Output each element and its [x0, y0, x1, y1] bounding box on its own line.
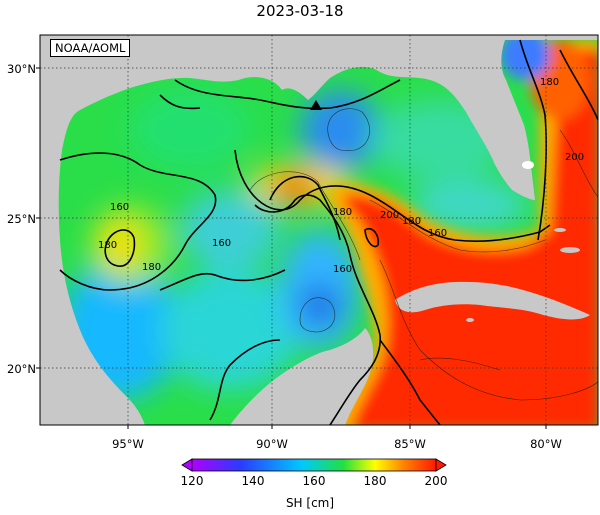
contour-label: 200 — [565, 152, 584, 163]
lat-label: 30°N — [7, 62, 36, 76]
lon-label: 85°W — [394, 437, 426, 451]
contour-label: 180 — [402, 216, 421, 227]
contour-label: 160 — [110, 202, 129, 213]
lat-label: 20°N — [7, 362, 36, 376]
map-title: 2023-03-18 — [256, 2, 344, 20]
colorbar-gradient — [191, 458, 437, 472]
bahamas-island — [560, 247, 580, 253]
colorbar-tick-label: 120 — [180, 474, 204, 488]
colorbar — [181, 458, 447, 472]
bahamas-island — [554, 228, 566, 232]
isla-juventud — [466, 318, 474, 322]
lon-label: 95°W — [112, 437, 144, 451]
contour-label: 200 — [380, 210, 399, 221]
colorbar-high-arrow — [435, 458, 447, 472]
contour-lines-minor — [249, 108, 598, 401]
colorbar-low-arrow — [181, 458, 193, 472]
lon-label: 90°W — [256, 437, 288, 451]
contour-label: 160 — [333, 264, 352, 275]
lat-label: 25°N — [7, 212, 36, 226]
contour-label: 180 — [98, 240, 117, 251]
lake-okeechobee — [522, 161, 534, 169]
contour-label: 160 — [428, 228, 447, 239]
colorbar-tick-label: 180 — [363, 474, 387, 488]
lon-label: 80°W — [530, 437, 562, 451]
colorbar-tick-label: 160 — [302, 474, 326, 488]
colorbar-tick-label: 140 — [241, 474, 265, 488]
colorbar-tick-label: 200 — [424, 474, 448, 488]
triangle-marker — [310, 100, 322, 110]
map-frame — [39, 34, 599, 426]
contour-label: 180 — [540, 77, 559, 88]
graticule — [40, 35, 598, 425]
contour-label: 160 — [212, 238, 231, 249]
colorbar-title: SH [cm] — [285, 496, 335, 510]
yucatan-land — [230, 328, 374, 425]
cuba-land — [395, 281, 590, 320]
credit-label: NOAA/AOML — [50, 39, 131, 57]
contour-label: 180 — [333, 207, 352, 218]
contour-label: 180 — [142, 262, 161, 273]
axis-ticks — [36, 67, 547, 429]
us-mexico-land — [40, 35, 598, 425]
contour-label-group: 160 180 180 160 180 180 200 160 180 200 … — [98, 77, 584, 275]
